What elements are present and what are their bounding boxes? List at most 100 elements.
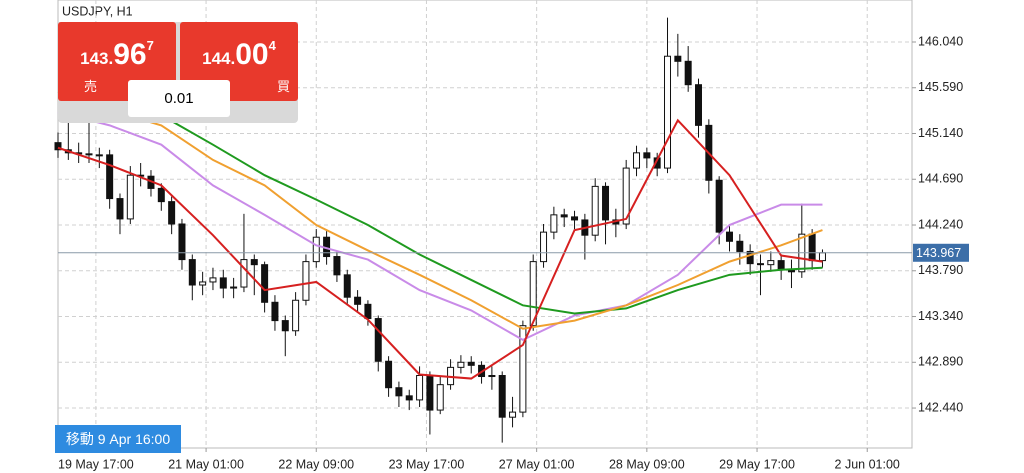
candle-body: [695, 84, 702, 126]
candle-body: [560, 214, 568, 218]
candle-body: [509, 411, 517, 418]
moving-average: [57, 111, 823, 342]
candle-body: [209, 277, 217, 283]
candle-body: [818, 252, 826, 262]
candle-body: [571, 216, 579, 221]
candle-body: [178, 223, 186, 261]
sell-label: 売: [84, 79, 98, 94]
y-tick-label: 145.140: [918, 126, 963, 140]
chart-title: USDJPY, H1: [62, 4, 133, 18]
scroll-label[interactable]: 移動 9 Apr 16:00: [55, 425, 181, 453]
candle-body: [405, 395, 413, 401]
y-tick-label: 144.690: [918, 172, 963, 186]
buy-price-prefix: 144.: [202, 49, 236, 68]
candle-body: [250, 259, 258, 266]
candle-body: [281, 320, 289, 332]
candle-body: [116, 198, 124, 220]
x-tick-label: 19 May 17:00: [58, 457, 134, 471]
moving-average: [57, 118, 823, 380]
y-tick-label: 142.890: [918, 355, 963, 369]
buy-price-sup: 4: [268, 38, 276, 53]
y-tick-label: 144.240: [918, 217, 963, 231]
plot-frame: [57, 0, 913, 449]
sell-price-sup: 7: [146, 38, 154, 53]
x-tick-label: 28 May 09:00: [609, 457, 685, 471]
candle-body: [426, 375, 434, 411]
candle-body: [354, 296, 362, 305]
candle-body: [219, 277, 227, 289]
candle-body: [416, 375, 424, 401]
buy-price-big: 00: [235, 38, 269, 71]
candle-body: [519, 325, 527, 413]
candle-body: [467, 361, 475, 366]
last-price-label: 143.967: [916, 246, 961, 260]
y-tick-label: 142.440: [918, 400, 963, 414]
candle-body: [715, 179, 723, 233]
candle-body: [674, 55, 682, 62]
trade-panel: 143.967 売 144.004 買 0.01: [58, 22, 298, 123]
sell-price-big: 96: [113, 38, 147, 71]
candle-body: [54, 142, 62, 151]
candle-body: [374, 318, 382, 362]
candle-body: [684, 60, 692, 86]
buy-button[interactable]: 144.004 買: [180, 22, 298, 101]
candle-body: [230, 286, 238, 289]
candle-body: [312, 236, 320, 263]
candle-body: [106, 154, 114, 200]
candle-body: [725, 231, 733, 242]
candle-body: [488, 375, 496, 378]
x-tick-label: 22 May 09:00: [278, 457, 354, 471]
sell-button[interactable]: 143.967 売: [58, 22, 176, 101]
candle-body: [602, 185, 610, 221]
candle-body: [457, 361, 465, 368]
candle-body: [157, 187, 165, 203]
candle-body: [364, 303, 372, 320]
candle-body: [333, 256, 341, 276]
candle-body: [746, 250, 754, 265]
candle-body: [126, 174, 134, 220]
candle-body: [271, 301, 279, 322]
x-tick-label: 29 May 17:00: [719, 457, 795, 471]
x-tick-label: 23 May 17:00: [389, 457, 465, 471]
candle-body: [767, 260, 775, 266]
candle-body: [343, 274, 351, 298]
buy-label: 買: [276, 79, 290, 94]
y-tick-label: 143.340: [918, 309, 963, 323]
y-tick-label: 146.040: [918, 34, 963, 48]
candle-body: [736, 240, 744, 252]
x-tick-label: 27 May 01:00: [499, 457, 575, 471]
candle-body: [95, 154, 103, 157]
candle-body: [292, 299, 300, 332]
candle-body: [302, 261, 310, 301]
candle-body: [261, 264, 269, 303]
candle-body: [188, 259, 196, 286]
candle-body: [808, 233, 816, 262]
sell-price-prefix: 143.: [80, 49, 114, 68]
candle-body: [85, 153, 93, 156]
x-tick-label: 2 Jun 01:00: [835, 457, 900, 471]
moving-average: [57, 90, 823, 315]
candle-body: [240, 259, 248, 288]
candle-body: [498, 375, 506, 418]
candle-body: [777, 260, 785, 271]
moving-average: [57, 98, 823, 330]
y-tick-label: 145.590: [918, 80, 963, 94]
candle-body: [199, 281, 207, 286]
candle-body: [756, 263, 764, 266]
last-price-box: [913, 243, 969, 262]
candle-body: [540, 231, 548, 263]
y-tick-label: 143.790: [918, 263, 963, 277]
candle-body: [168, 201, 176, 225]
candle-body: [643, 152, 651, 159]
x-tick-label: 21 May 01:00: [168, 457, 244, 471]
lot-input[interactable]: 0.01: [128, 80, 230, 117]
candle-body: [550, 214, 558, 233]
candle-body: [622, 167, 630, 225]
candle-body: [436, 384, 444, 411]
candle-body: [529, 261, 537, 327]
candle-body: [591, 185, 599, 236]
candle-body: [664, 55, 672, 169]
candle-body: [395, 387, 403, 397]
